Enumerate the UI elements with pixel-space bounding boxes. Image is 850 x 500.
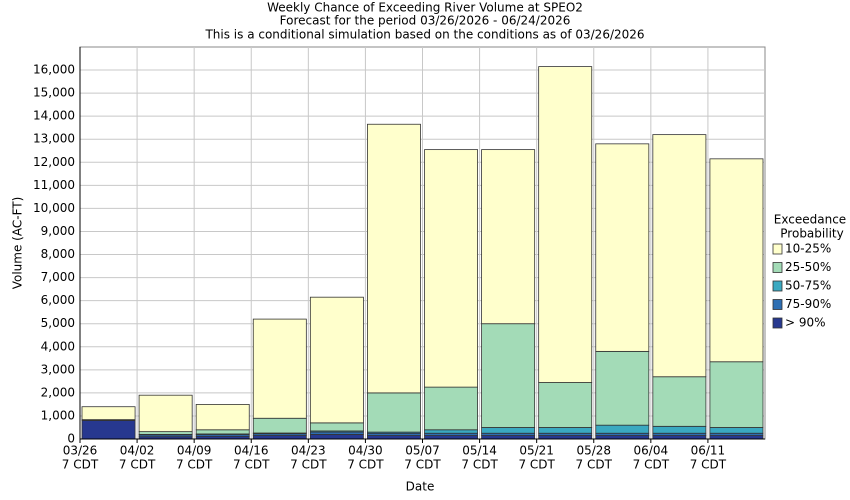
y-tick-label: 1,000 <box>41 408 75 422</box>
y-axis-label: Volume (AC-FT) <box>11 197 25 290</box>
bar-segment <box>424 435 478 440</box>
bar-segment <box>595 424 650 434</box>
legend-title: Probability <box>780 227 843 241</box>
bar-segment <box>538 382 593 428</box>
bar-segment <box>481 435 536 440</box>
x-tick-sublabel: 7 CDT <box>576 458 613 472</box>
y-tick-label: 8,000 <box>41 247 75 261</box>
y-tick-label: 10,000 <box>33 201 75 215</box>
bar-segment <box>481 149 536 325</box>
x-tick-sublabel: 7 CDT <box>461 458 498 472</box>
y-tick-label: 15,000 <box>33 86 75 100</box>
bar-segment <box>481 427 536 434</box>
x-tick-sublabel: 7 CDT <box>347 458 384 472</box>
x-tick-label: 04/23 <box>291 444 326 458</box>
bar-segment <box>424 149 478 388</box>
legend-label: 10-25% <box>785 242 831 256</box>
y-tick-label: 11,000 <box>33 178 75 192</box>
x-tick-label: 06/11 <box>691 444 726 458</box>
bar-segment <box>652 425 707 434</box>
x-tick-label: 04/02 <box>120 444 155 458</box>
y-tick-label: 9,000 <box>41 224 75 238</box>
bar-segment <box>138 394 193 433</box>
bar-segment <box>709 435 764 440</box>
bar-segment <box>309 296 364 424</box>
y-tick-label: 5,000 <box>41 316 75 330</box>
bar-segment <box>367 435 421 440</box>
y-tick-label: 16,000 <box>33 63 75 77</box>
legend-label: 50-75% <box>785 279 831 293</box>
x-tick-label: 06/04 <box>634 444 669 458</box>
bar-segment <box>367 392 421 433</box>
x-tick-label: 04/09 <box>177 444 212 458</box>
x-tick-sublabel: 7 CDT <box>290 458 327 472</box>
bar-segment <box>195 429 250 435</box>
legend-swatch <box>772 317 783 329</box>
x-tick-label: 05/07 <box>405 444 440 458</box>
x-axis-label: Date <box>406 480 435 494</box>
bar-segment <box>309 433 364 440</box>
x-tick-label: 05/21 <box>519 444 554 458</box>
bar-segment <box>652 376 707 427</box>
chart-subtitle: This is a conditional simulation based o… <box>204 28 644 42</box>
y-tick-label: 7,000 <box>41 270 75 284</box>
bar-segment <box>709 427 764 434</box>
x-tick-sublabel: 7 CDT <box>404 458 441 472</box>
x-tick-sublabel: 7 CDT <box>690 458 727 472</box>
bar-segment <box>309 422 364 432</box>
x-tick-sublabel: 7 CDT <box>233 458 270 472</box>
y-tick-label: 2,000 <box>41 385 75 399</box>
bar-segment <box>709 361 764 428</box>
chart-subtitle: Forecast for the period 03/26/2026 - 06/… <box>280 14 571 28</box>
legend-title: Exceedance <box>774 213 846 227</box>
x-tick-label: 04/30 <box>348 444 383 458</box>
bar-segment <box>709 158 764 363</box>
bar-segment <box>367 123 421 394</box>
bar-segment <box>138 431 193 435</box>
bar-segment <box>595 143 650 352</box>
y-tick-label: 6,000 <box>41 293 75 307</box>
x-tick-label: 04/16 <box>234 444 269 458</box>
legend-swatch <box>772 262 783 273</box>
legend-label: 25-50% <box>785 260 831 274</box>
x-tick-label: 05/14 <box>462 444 497 458</box>
y-tick-label: 0 <box>67 432 75 446</box>
legend-label: 75-90% <box>785 297 831 311</box>
legend-swatch <box>772 243 783 255</box>
bar-segment <box>81 420 136 440</box>
x-tick-label: 05/28 <box>576 444 611 458</box>
x-tick-sublabel: 7 CDT <box>62 458 99 472</box>
bar-segment <box>424 386 478 431</box>
x-tick-sublabel: 7 CDT <box>633 458 670 472</box>
bar-segment <box>538 435 593 440</box>
bar-segment <box>195 404 250 431</box>
x-tick-label: 03/26 <box>63 444 98 458</box>
x-tick-sublabel: 7 CDT <box>119 458 156 472</box>
y-tick-label: 3,000 <box>41 362 75 376</box>
legend-label: > 90% <box>785 316 826 330</box>
bar-segment <box>252 318 307 419</box>
legend-swatch <box>772 299 783 310</box>
bar-segment <box>538 427 593 434</box>
bar-segment <box>481 323 536 428</box>
bar-segment <box>652 134 707 378</box>
legend-swatch <box>772 280 783 292</box>
bar-segment <box>424 429 478 434</box>
y-tick-label: 14,000 <box>33 109 75 123</box>
bar-segment <box>252 435 307 440</box>
bar-segment <box>538 66 593 383</box>
bar-segment <box>595 350 650 426</box>
chart-title: Weekly Chance of Exceeding River Volume … <box>267 1 583 15</box>
y-tick-label: 13,000 <box>33 132 75 146</box>
bar-segment <box>81 406 136 421</box>
bar-segment <box>252 417 307 434</box>
bar-segment <box>652 435 707 440</box>
y-tick-label: 4,000 <box>41 339 75 353</box>
bar-segment <box>595 435 650 440</box>
x-tick-sublabel: 7 CDT <box>518 458 555 472</box>
y-tick-label: 12,000 <box>33 155 75 169</box>
x-tick-sublabel: 7 CDT <box>176 458 213 472</box>
